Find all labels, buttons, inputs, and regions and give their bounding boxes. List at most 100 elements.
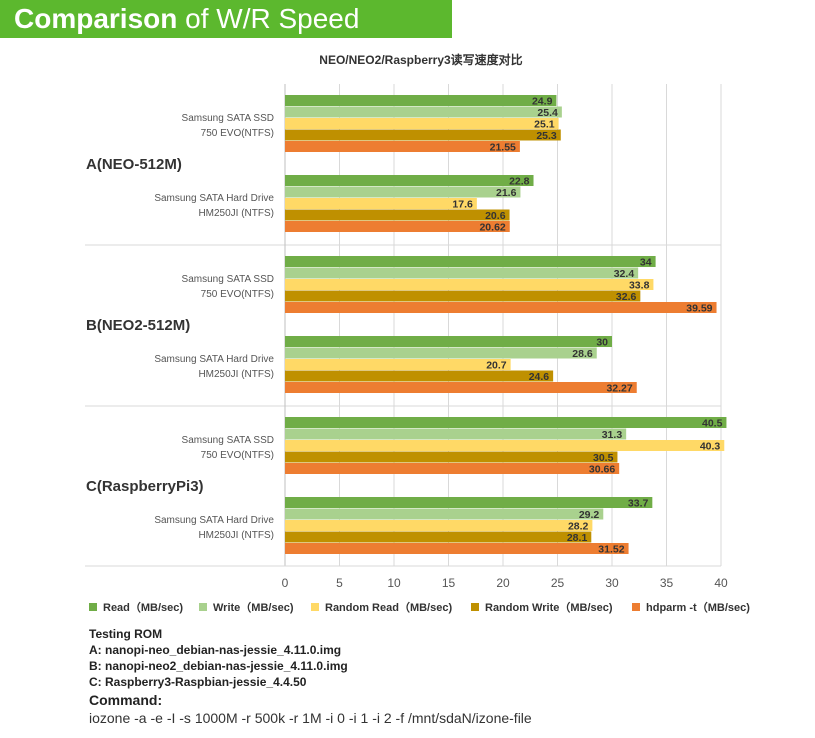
- bar-value-label: 22.8: [509, 176, 530, 188]
- x-tick-label: 5: [336, 576, 343, 590]
- rom-a: A: nanopi-neo_debian-nas-jessie_4.11.0.i…: [89, 643, 342, 657]
- device-label: Samsung SATA SSD: [182, 435, 274, 446]
- bar-value-label: 25.4: [537, 107, 558, 119]
- bar-value-label: 40.5: [702, 418, 723, 430]
- bar-value-label: 32.4: [614, 268, 635, 280]
- bar: [285, 531, 592, 543]
- x-tick-label: 40: [714, 576, 728, 590]
- bar: [285, 508, 604, 520]
- bar: [285, 95, 557, 106]
- x-tick-label: 10: [387, 576, 401, 590]
- bar-value-label: 20.62: [479, 222, 505, 234]
- bar-value-label: 28.2: [568, 521, 589, 533]
- bar: [285, 175, 534, 186]
- command-heading: Command:: [89, 692, 163, 708]
- bar: [285, 118, 559, 129]
- legend-swatch: [89, 603, 97, 611]
- group-label: B(NEO2-512M): [86, 317, 190, 334]
- bar-value-label: 31.52: [598, 544, 624, 556]
- bar-value-label: 28.1: [567, 532, 588, 544]
- legend-label: Random Read（MB/sec): [325, 601, 452, 614]
- device-label: 750 EVO(NTFS): [201, 289, 274, 300]
- bar-value-label: 34: [640, 257, 652, 269]
- bar-value-label: 33.7: [628, 498, 649, 510]
- device-label: Samsung SATA SSD: [182, 274, 274, 285]
- bar-value-label: 28.6: [572, 348, 593, 360]
- bar: [285, 417, 727, 428]
- banner-title-rest: of W/R Speed: [177, 3, 360, 34]
- legend-swatch: [199, 603, 207, 611]
- x-tick-label: 15: [442, 576, 456, 590]
- bar: [285, 198, 477, 209]
- bar: [285, 543, 629, 554]
- bar-value-label: 29.2: [579, 509, 600, 521]
- legend-label: hdparm -t（MB/sec): [646, 601, 750, 614]
- bar-value-label: 33.8: [629, 280, 650, 292]
- device-label: 750 EVO(NTFS): [201, 450, 274, 461]
- bar-value-label: 20.7: [486, 360, 507, 372]
- bar-value-label: 39.59: [686, 303, 712, 315]
- bar: [285, 370, 554, 382]
- rom-c: C: Raspberry3-Raspbian-jessie_4.4.50: [89, 675, 307, 689]
- bar: [285, 106, 562, 118]
- bar: [285, 382, 637, 393]
- bar-value-label: 40.3: [700, 441, 721, 453]
- bar-value-label: 24.6: [529, 371, 550, 383]
- group-label: C(RaspberryPi3): [86, 478, 204, 495]
- x-tick-label: 20: [496, 576, 510, 590]
- legend-label: Write（MB/sec): [213, 601, 294, 614]
- chart-title: NEO/NEO2/Raspberry3读写速度对比: [319, 52, 522, 67]
- device-label: Samsung SATA Hard Drive: [154, 354, 274, 365]
- bar: [285, 290, 641, 302]
- bar-value-label: 25.3: [536, 130, 557, 142]
- legend-swatch: [471, 603, 479, 611]
- legend-swatch: [632, 603, 640, 611]
- bar-value-label: 25.1: [534, 119, 555, 131]
- bar: [285, 463, 620, 474]
- title-banner: Comparison of W/R Speed: [0, 0, 452, 38]
- bar-value-label: 20.6: [485, 210, 506, 222]
- rom-heading: Testing ROM: [89, 627, 163, 641]
- x-tick-label: 35: [660, 576, 674, 590]
- device-label: HM250JI (NTFS): [198, 369, 274, 380]
- bar: [285, 141, 520, 152]
- device-label: Samsung SATA Hard Drive: [154, 193, 274, 204]
- device-label: HM250JI (NTFS): [198, 530, 274, 541]
- bar: [285, 279, 654, 290]
- bar: [285, 497, 653, 508]
- legend-label: Random Write（MB/sec): [485, 601, 613, 614]
- bar: [285, 256, 656, 267]
- legend-label: Read（MB/sec): [103, 601, 183, 614]
- bar-value-label: 17.6: [452, 199, 473, 211]
- bar-value-label: 32.6: [616, 291, 637, 303]
- bar-value-label: 30.66: [589, 464, 615, 476]
- testing-notes: Testing ROM A: nanopi-neo_debian-nas-jes…: [89, 626, 532, 727]
- device-label: Samsung SATA SSD: [182, 113, 274, 124]
- bar: [285, 451, 618, 463]
- bar: [285, 428, 627, 440]
- rom-b: B: nanopi-neo2_debian-nas-jessie_4.11.0.…: [89, 659, 348, 673]
- x-tick-label: 25: [551, 576, 565, 590]
- bar: [285, 267, 639, 279]
- bar-value-label: 30.5: [593, 452, 614, 464]
- device-label: Samsung SATA Hard Drive: [154, 515, 274, 526]
- x-tick-label: 30: [605, 576, 619, 590]
- bar: [285, 209, 510, 221]
- bar-value-label: 31.3: [602, 429, 623, 441]
- banner-title-bold: Comparison: [14, 3, 178, 34]
- bar: [285, 186, 521, 198]
- device-label: HM250JI (NTFS): [198, 208, 274, 219]
- bar-value-label: 21.6: [496, 187, 517, 199]
- bar: [285, 347, 597, 359]
- bar: [285, 359, 511, 370]
- legend-swatch: [311, 603, 319, 611]
- bar-value-label: 24.9: [532, 96, 553, 108]
- x-tick-label: 0: [282, 576, 289, 590]
- bar: [285, 440, 725, 451]
- bar: [285, 221, 510, 232]
- device-label: 750 EVO(NTFS): [201, 128, 274, 139]
- banner-title: Comparison of W/R Speed: [14, 1, 359, 37]
- bar: [285, 129, 561, 141]
- group-label: A(NEO-512M): [86, 156, 182, 173]
